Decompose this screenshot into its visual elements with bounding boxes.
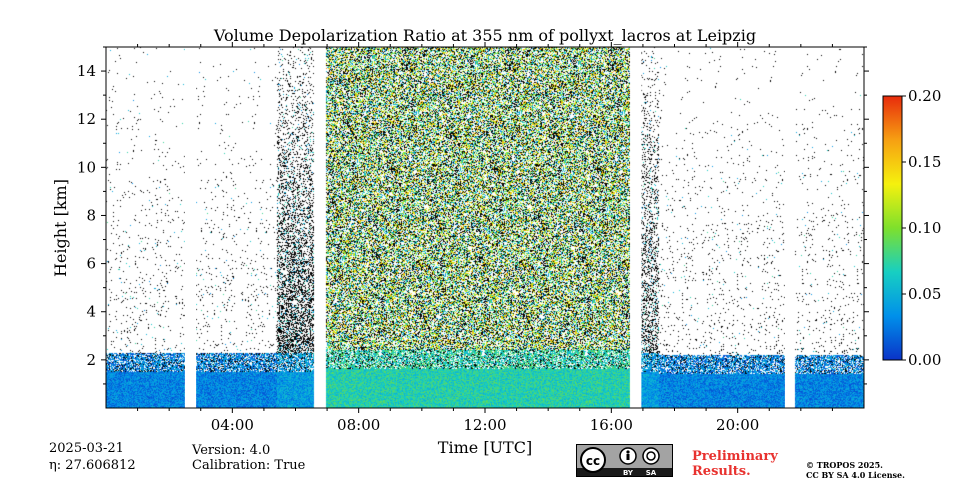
y-tick-label: 6 (86, 255, 96, 273)
footer-eta: η: 27.606812 (49, 458, 136, 473)
y-tick-label: 12 (77, 110, 96, 128)
colorbar-tick-label: 0.10 (908, 219, 941, 237)
plot-area (105, 46, 865, 409)
chart-title: Volume Depolarization Ratio at 355 nm of… (213, 26, 756, 45)
y-tick-label: 4 (86, 303, 96, 321)
preliminary-label-line2: Results. (692, 464, 751, 479)
footer-version: Version: 4.0 (192, 443, 271, 458)
svg-text:cc: cc (586, 454, 600, 468)
svg-text:BY: BY (623, 469, 634, 476)
colorbar-tick-label: 0.20 (908, 87, 941, 105)
x-tick-label: 16:00 (590, 416, 633, 434)
y-tick-label: 14 (77, 62, 96, 80)
x-tick-label: 04:00 (211, 416, 254, 434)
x-tick-label: 20:00 (716, 416, 759, 434)
cc-by-sa-icon: cc BY SA (577, 445, 672, 477)
cc-license-badge: cc BY SA (576, 444, 673, 477)
data-gap (314, 47, 326, 408)
y-tick-label: 2 (86, 351, 96, 369)
sa-icon (642, 447, 660, 465)
data-gap (184, 47, 197, 408)
y-tick-label: 10 (77, 158, 96, 176)
data-gaps (184, 47, 795, 408)
copyright-line2: CC BY SA 4.0 License. (806, 470, 905, 480)
footer-calibration: Calibration: True (192, 458, 306, 473)
colorbar-bar (882, 95, 903, 361)
data-gap (785, 47, 795, 408)
y-tick-label: 8 (86, 206, 96, 224)
depolarization-heatmap (106, 47, 864, 408)
y-axis-label: Height [km] (51, 179, 70, 277)
copyright-line1: © TROPOS 2025. (806, 460, 883, 470)
colorbar-tick-label: 0.15 (908, 153, 941, 171)
colorbar-tick-label: 0.05 (908, 285, 941, 303)
preliminary-label-line1: Preliminary (692, 449, 778, 464)
x-tick-label: 08:00 (337, 416, 380, 434)
data-gap (630, 47, 642, 408)
colorbar: 0.00 0.05 0.10 0.15 0.20 (882, 87, 941, 369)
colorbar-ticks: 0.00 0.05 0.10 0.15 0.20 (902, 87, 941, 369)
x-axis-label: Time [UTC] (438, 438, 532, 457)
colorbar-tick-label: 0.00 (908, 351, 941, 369)
footer-date: 2025-03-21 (49, 441, 124, 456)
cc-icon (580, 447, 606, 473)
svg-text:SA: SA (646, 469, 657, 476)
y-axis: 2 4 6 8 10 12 14 (77, 46, 869, 385)
x-tick-label: 12:00 (463, 416, 506, 434)
x-axis: 04:00 08:00 12:00 16:00 20:00 (137, 42, 833, 434)
